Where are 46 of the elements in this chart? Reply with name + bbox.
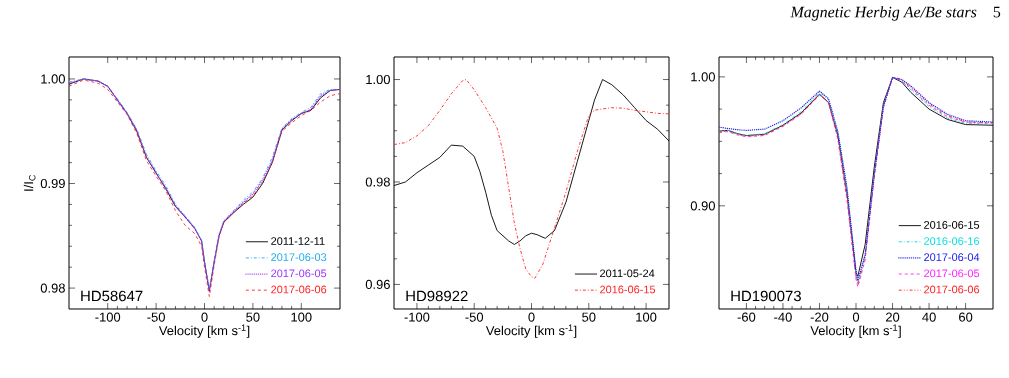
x-tick-label: -50 (147, 312, 165, 322)
x-tick-label: 0 (528, 312, 535, 322)
text: 5 (993, 6, 1001, 18)
legend-label: 2017-06-05 (924, 269, 980, 278)
x-axis-title: Velocity [km s$^{-1}$] (810, 324, 901, 338)
x-tick-label: 0 (201, 312, 208, 322)
x-tick-label: 50 (582, 312, 596, 322)
x-tick-label: -40 (774, 312, 792, 322)
x-tick-label: 0 (852, 312, 860, 322)
annotation: HD98922 (406, 290, 468, 302)
x-axis-title: Velocity [km s$^{-1}$] (485, 324, 577, 338)
x-tick-label: 40 (922, 312, 936, 322)
legend-label: 2017-06-03 (271, 253, 327, 262)
x-tick-label: -60 (737, 312, 756, 322)
x-tick-label: -50 (465, 312, 484, 322)
legend-label: 2017-06-05 (271, 269, 327, 278)
y-tick-label: 0.90 (690, 201, 715, 211)
x-tick-label: -20 (810, 312, 829, 322)
text: Magnetic Herbig Ae/Be stars (790, 6, 977, 21)
legend-label: 2016-06-16 (924, 237, 980, 245)
legend-label: 2011-12-11 (271, 237, 325, 245)
annotation: HD58647 (81, 290, 143, 302)
y-tick-label: 1.00 (41, 74, 65, 84)
annotation: HD190073 (731, 290, 801, 302)
x-axis-title: Velocity [km s$^{-1}$] (158, 324, 250, 338)
y-tick-label: 1.00 (366, 74, 390, 85)
x-tick-label: 60 (959, 312, 973, 322)
x-tick-label: 100 (636, 312, 657, 322)
y-tick-label: 1.00 (691, 72, 715, 82)
x-tick-label: 100 (291, 312, 312, 322)
legend-label: 2017-06-06 (924, 285, 980, 294)
legend-label: 2017-06-04 (924, 253, 980, 262)
x-tick-label: -100 (404, 312, 430, 322)
legend-label: 2017-06-06 (271, 285, 327, 294)
y-axis-title: I/I$_{C}$ (23, 174, 36, 191)
legend-label: 2016-06-15 (600, 285, 656, 294)
legend-label: 2011-05-24 (600, 269, 655, 278)
y-tick-label: 0.99 (40, 178, 65, 189)
legend-label: 2016-06-15 (924, 221, 980, 229)
y-tick-label: 0.96 (365, 279, 390, 289)
line-series (394, 79, 669, 279)
x-tick-label: 20 (886, 312, 900, 322)
y-tick-label: 0.98 (40, 283, 65, 293)
x-tick-label: 50 (246, 312, 260, 322)
y-tick-label: 0.98 (365, 177, 390, 187)
x-tick-label: -100 (95, 312, 121, 322)
